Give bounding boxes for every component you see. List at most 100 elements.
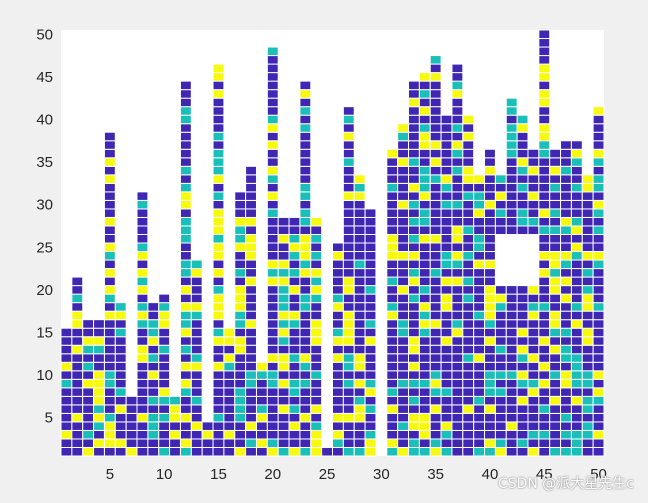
heatmap-cell xyxy=(494,191,507,201)
heatmap-cell xyxy=(299,310,312,321)
heatmap-cell xyxy=(353,421,366,431)
heatmap-cell xyxy=(386,242,399,253)
heatmap-cell xyxy=(234,225,247,235)
heatmap-cell xyxy=(527,336,540,346)
heatmap-cell xyxy=(342,404,355,414)
heatmap-cell xyxy=(103,233,116,244)
heatmap-cell xyxy=(245,285,257,295)
heatmap-cell xyxy=(71,429,84,440)
heatmap-cell xyxy=(103,251,116,261)
heatmap-cell xyxy=(462,319,475,329)
heatmap-cell xyxy=(484,191,496,201)
heatmap-cell xyxy=(136,412,149,423)
heatmap-cell xyxy=(179,268,192,278)
heatmap-cell xyxy=(364,251,377,261)
heatmap-cell xyxy=(158,404,171,414)
heatmap-cell xyxy=(245,208,257,218)
heatmap-cell xyxy=(288,387,301,397)
heatmap-cell xyxy=(494,310,507,321)
heatmap-cell xyxy=(332,361,344,372)
heatmap-cell xyxy=(212,80,225,91)
heatmap-cell xyxy=(397,242,410,253)
heatmap-cell xyxy=(136,302,149,312)
heatmap-cell xyxy=(473,344,486,355)
heatmap-cell xyxy=(93,378,105,389)
heatmap-cell xyxy=(342,268,355,278)
heatmap-cell xyxy=(397,216,410,227)
heatmap-cell xyxy=(234,421,247,431)
heatmap-cell xyxy=(353,429,366,440)
heatmap-cell xyxy=(494,336,507,346)
heatmap-cell xyxy=(299,344,312,355)
heatmap-cell xyxy=(581,285,594,295)
heatmap-cell xyxy=(71,438,84,448)
heatmap-cell xyxy=(93,412,105,423)
heatmap-cell xyxy=(527,344,540,355)
heatmap-cell xyxy=(277,293,290,304)
heatmap-cell xyxy=(418,106,431,116)
heatmap-cell xyxy=(560,310,572,321)
heatmap-cell xyxy=(60,429,73,440)
heatmap-cell xyxy=(190,438,203,448)
heatmap-cell xyxy=(560,302,572,312)
heatmap-cell xyxy=(440,387,453,397)
heatmap-cell xyxy=(71,310,84,321)
heatmap-cell xyxy=(592,327,605,338)
heatmap-cell xyxy=(364,378,377,389)
heatmap-cell xyxy=(288,233,301,244)
heatmap-cell xyxy=(212,225,225,235)
heatmap-cell xyxy=(255,370,268,380)
heatmap-cell xyxy=(549,429,562,440)
heatmap-cell xyxy=(103,404,116,414)
heatmap-cell xyxy=(114,370,127,380)
heatmap-cell xyxy=(179,182,192,193)
heatmap-cell xyxy=(310,233,323,244)
heatmap-cell xyxy=(429,336,442,346)
heatmap-cell xyxy=(429,97,442,108)
heatmap-cell xyxy=(266,123,279,133)
heatmap-cell xyxy=(538,285,551,295)
heatmap-cell xyxy=(451,157,464,167)
heatmap-cell xyxy=(255,421,268,431)
heatmap-cell xyxy=(484,157,496,167)
heatmap-cell xyxy=(418,319,431,329)
heatmap-cell xyxy=(234,293,247,304)
heatmap-cell xyxy=(592,276,605,287)
heatmap-cell xyxy=(418,361,431,372)
heatmap-cell xyxy=(82,319,95,329)
heatmap-cell xyxy=(408,336,420,346)
heatmap-cell xyxy=(288,370,301,380)
heatmap-cell xyxy=(60,387,73,397)
heatmap-cell xyxy=(299,268,312,278)
heatmap-cell xyxy=(169,412,181,423)
heatmap-cell xyxy=(516,370,529,380)
heatmap-cell xyxy=(364,438,377,448)
heatmap-cell xyxy=(516,285,529,295)
heatmap-cell xyxy=(342,285,355,295)
heatmap-cell xyxy=(277,438,290,448)
heatmap-cell xyxy=(245,276,257,287)
heatmap-cell xyxy=(538,251,551,261)
heatmap-cell xyxy=(429,182,442,193)
heatmap-cell xyxy=(570,327,583,338)
heatmap-cell xyxy=(570,233,583,244)
heatmap-cell xyxy=(418,327,431,338)
heatmap-cell xyxy=(179,438,192,448)
heatmap-cell xyxy=(71,302,84,312)
heatmap-cell xyxy=(581,395,594,406)
heatmap-cell xyxy=(299,89,312,99)
heatmap-cell xyxy=(266,97,279,108)
heatmap-cell xyxy=(592,319,605,329)
heatmap-cell xyxy=(549,208,562,218)
heatmap-cell xyxy=(408,174,420,184)
heatmap-cell xyxy=(245,165,257,176)
heatmap-cell xyxy=(299,182,312,193)
heatmap-cell xyxy=(549,174,562,184)
heatmap-cell xyxy=(353,293,366,304)
heatmap-cell xyxy=(60,412,73,423)
heatmap-cell xyxy=(103,285,116,295)
heatmap-cell xyxy=(386,233,399,244)
heatmap-cell xyxy=(342,199,355,210)
heatmap-cell xyxy=(310,225,323,235)
heatmap-cell xyxy=(190,404,203,414)
